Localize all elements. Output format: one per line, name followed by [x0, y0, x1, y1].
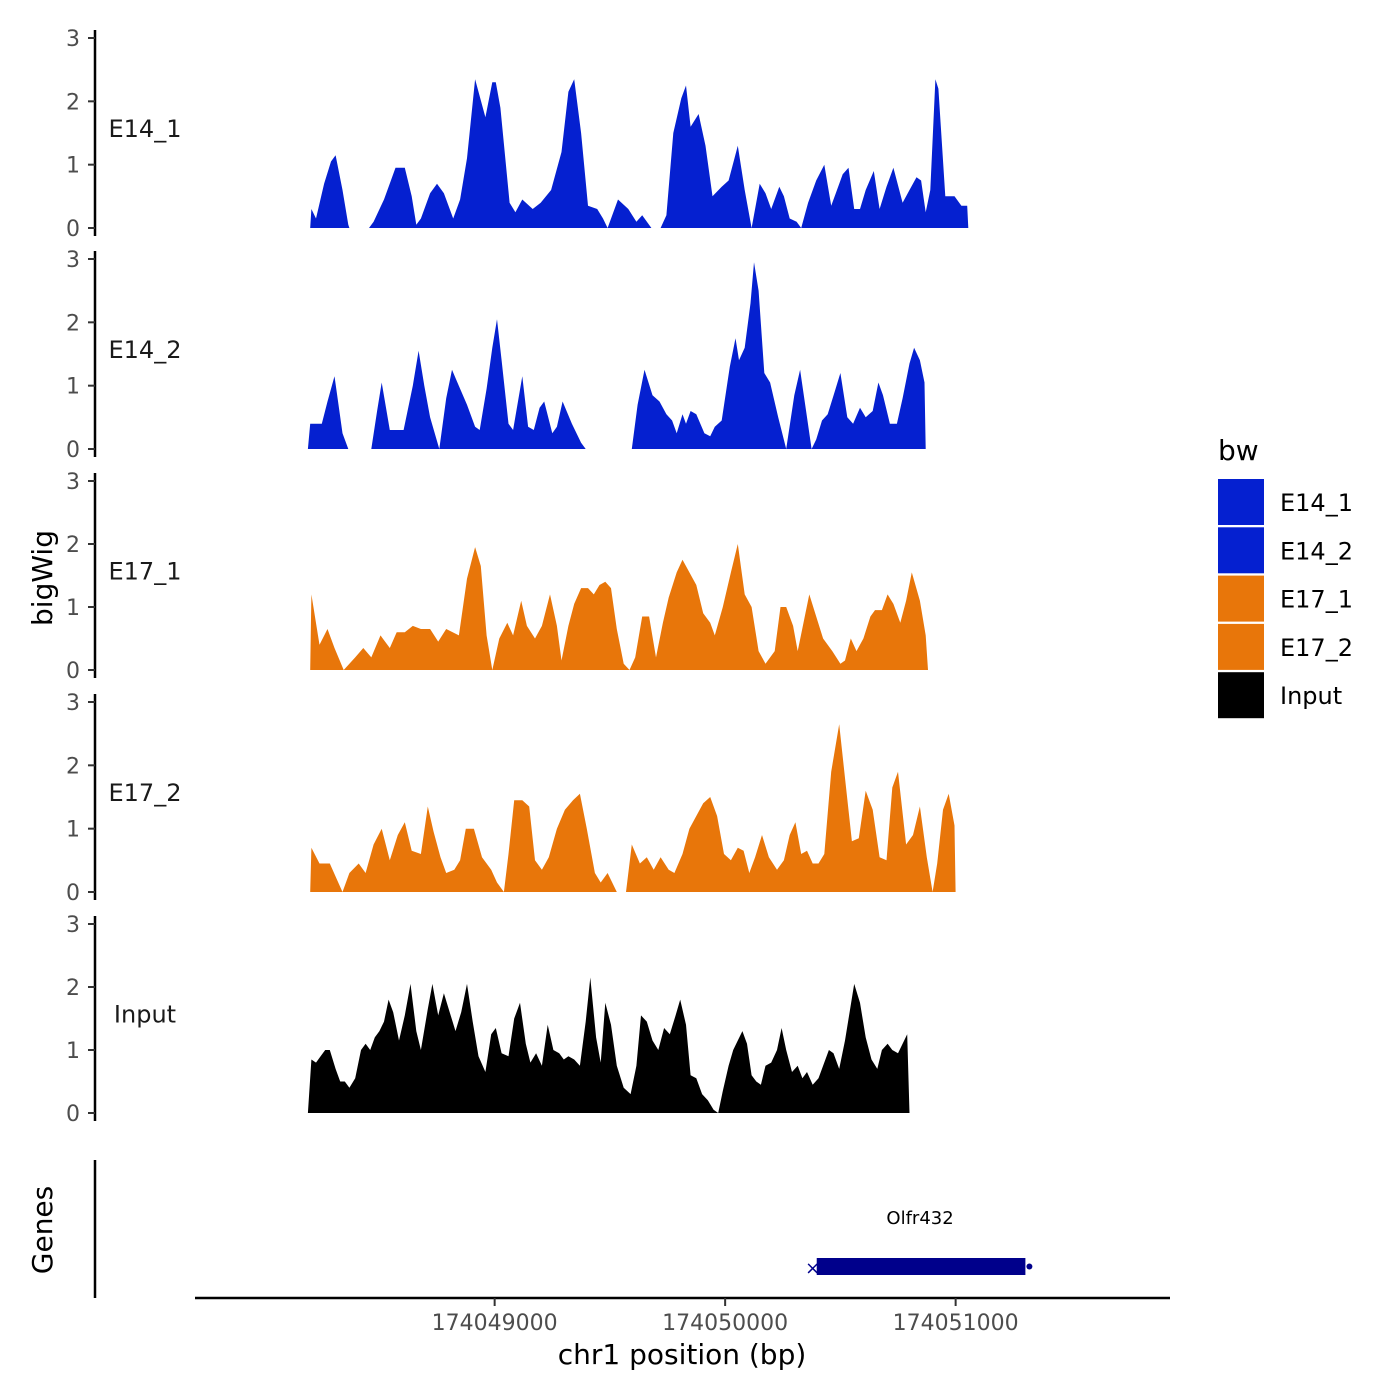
legend-item-e17-2: E17_2: [1218, 623, 1353, 670]
y-tick-label: 2: [66, 533, 80, 558]
bigwig-tracks: 0 1 2 3 E14_1 0 1 2 3 E14_2 0 1 2 3 E17_1 0 1 2 3 E17_2 0 1 2 3…: [66, 27, 969, 1127]
genes-panel: Genes × Olfr432: [26, 1160, 1033, 1298]
legend-item-e14-1: E14_1: [1218, 479, 1353, 525]
y-tick-label: 1: [66, 375, 80, 400]
y-tick-label: 2: [66, 311, 80, 336]
coverage-area: [310, 544, 928, 670]
coverage-area: [310, 724, 956, 892]
x-axis: 174049000 174050000 174051000 chr1 positio…: [195, 1296, 1170, 1371]
y-tick-label: 0: [66, 1102, 80, 1127]
y-tick-label: 2: [66, 90, 80, 115]
x-tick-label: 174050000: [662, 1311, 788, 1336]
y-tick-label: 1: [66, 818, 80, 843]
coverage-area: [307, 262, 926, 449]
y-tick-label: 0: [66, 881, 80, 906]
x-tick-label: 174051000: [893, 1311, 1019, 1336]
track-input: 0 1 2 3 Input: [66, 913, 910, 1127]
track-label: E17_2: [109, 779, 182, 807]
legend-item-input: Input: [1218, 672, 1342, 719]
track-e17-2: 0 1 2 3 E17_2: [66, 691, 956, 906]
x-axis-title: chr1 position (bp): [558, 1338, 807, 1371]
gene-olfr432: × Olfr432: [805, 1208, 1033, 1279]
gene-body: [816, 1258, 1026, 1275]
legend-item-e14-2: E14_2: [1218, 527, 1353, 574]
y-tick-label: 1: [66, 1039, 80, 1064]
x-tick-label: 174049000: [432, 1311, 558, 1336]
y-tick-label: 3: [66, 913, 80, 938]
y-tick-label: 3: [66, 27, 80, 52]
legend-label: E14_1: [1280, 489, 1353, 517]
y-axis-title: bigWig: [26, 530, 59, 626]
y-tick-label: 0: [66, 659, 80, 684]
y-tick-label: 2: [66, 754, 80, 779]
legend-swatch: [1218, 479, 1264, 525]
legend-swatch: [1218, 672, 1264, 719]
y-tick-label: 0: [66, 438, 80, 463]
y-tick-label: 3: [66, 248, 80, 273]
x-ticks: 174049000 174050000 174051000: [432, 1298, 1019, 1336]
track-e17-1: 0 1 2 3 E17_1: [66, 470, 928, 684]
coverage-area: [310, 79, 969, 228]
genes-title: Genes: [26, 1186, 59, 1274]
track-e14-1: 0 1 2 3 E14_1: [66, 27, 969, 242]
legend-label: E17_2: [1280, 634, 1353, 662]
legend-item-e17-1: E17_1: [1218, 575, 1353, 622]
track-label: Input: [114, 1001, 176, 1029]
strand-marker-icon: ×: [805, 1258, 820, 1279]
track-label: E14_2: [109, 336, 182, 364]
legend: bw E14_1 E14_2 E17_1 E17_2 Input: [1218, 434, 1353, 719]
coverage-area: [307, 977, 910, 1113]
y-tick-label: 1: [66, 154, 80, 179]
legend-swatch: [1218, 575, 1264, 622]
track-e14-2: 0 1 2 3 E14_2: [66, 248, 926, 463]
track-label: E14_1: [109, 115, 182, 143]
y-tick-label: 1: [66, 596, 80, 621]
y-tick-label: 3: [66, 691, 80, 716]
legend-label: Input: [1280, 682, 1342, 710]
legend-label: E14_2: [1280, 537, 1353, 565]
track-label: E17_1: [109, 558, 182, 586]
y-tick-label: 3: [66, 470, 80, 495]
y-tick-label: 2: [66, 976, 80, 1001]
legend-label: E17_1: [1280, 586, 1353, 614]
legend-title: bw: [1218, 434, 1259, 467]
legend-swatch: [1218, 623, 1264, 670]
gene-items: × Olfr432: [805, 1208, 1033, 1279]
y-tick-label: 0: [66, 217, 80, 242]
legend-swatch: [1218, 527, 1264, 574]
gene-end-marker: [1026, 1263, 1033, 1270]
gene-label: Olfr432: [886, 1208, 953, 1229]
legend-items: E14_1 E14_2 E17_1 E17_2 Input: [1218, 479, 1353, 719]
